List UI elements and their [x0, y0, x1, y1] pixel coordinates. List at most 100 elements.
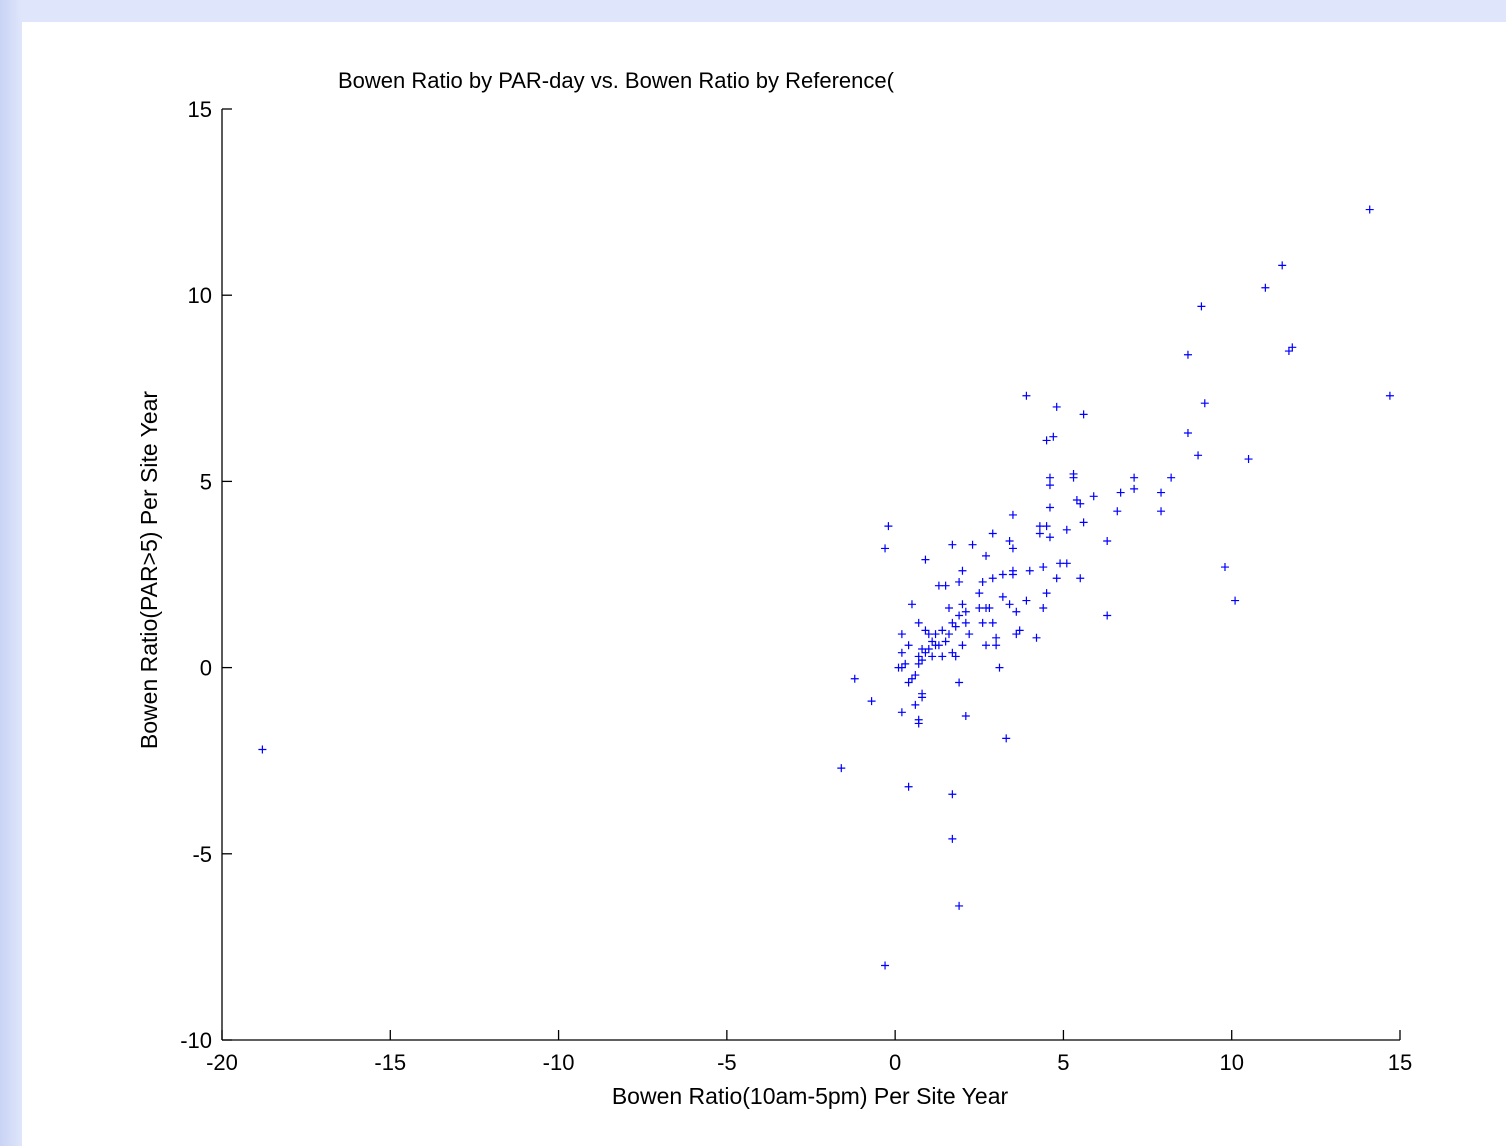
data-point-marker: [992, 641, 1001, 650]
data-point-marker: [944, 630, 953, 639]
data-point-marker: [911, 671, 920, 680]
x-tick-label: -5: [717, 1050, 737, 1075]
data-point-marker: [918, 693, 927, 702]
data-point-marker: [1194, 451, 1203, 460]
y-tick-label: 15: [188, 97, 212, 122]
y-tick-label: 0: [200, 656, 212, 681]
data-point-marker: [958, 600, 967, 609]
data-point-marker: [850, 674, 859, 683]
data-point-marker: [1072, 496, 1081, 505]
x-tick-label: 5: [1057, 1050, 1069, 1075]
data-point-marker: [1200, 399, 1209, 408]
data-point-marker: [904, 678, 913, 687]
data-point-marker: [1008, 510, 1017, 519]
x-axis-ticks: -20 -15 -10 -5 0 5 10 15: [206, 1030, 1412, 1075]
data-point-marker: [1113, 507, 1122, 516]
data-point-marker: [948, 834, 957, 843]
data-point-marker: [948, 618, 957, 627]
data-point-marker: [1385, 391, 1394, 400]
data-point-marker: [884, 522, 893, 531]
data-point-marker: [992, 633, 1001, 642]
data-point-marker: [1052, 574, 1061, 583]
data-point-marker: [1005, 600, 1014, 609]
x-tick-label: 10: [1219, 1050, 1243, 1075]
data-point-marker: [907, 674, 916, 683]
data-point-marker: [897, 708, 906, 717]
data-point-marker: [1130, 473, 1139, 482]
data-point-marker: [1069, 473, 1078, 482]
data-point-marker: [988, 529, 997, 538]
data-point-marker: [928, 637, 937, 646]
y-tick-label: 10: [188, 283, 212, 308]
data-point-marker: [924, 644, 933, 653]
data-point-marker: [1045, 533, 1054, 542]
data-point-marker: [867, 697, 876, 706]
data-point-marker: [988, 618, 997, 627]
data-point-marker: [837, 764, 846, 773]
data-point-marker: [1022, 391, 1031, 400]
data-point-marker: [1183, 350, 1192, 359]
data-point-marker: [904, 641, 913, 650]
data-point-marker: [934, 581, 943, 590]
data-point-marker: [1116, 488, 1125, 497]
data-point-marker: [1103, 536, 1112, 545]
data-point-marker: [998, 570, 1007, 579]
data-point-marker: [1089, 492, 1098, 501]
data-point-marker: [941, 581, 950, 590]
data-point-marker: [975, 604, 984, 613]
data-point-marker: [955, 611, 964, 620]
data-point-marker: [1130, 484, 1139, 493]
data-point-marker: [914, 618, 923, 627]
data-point-marker: [918, 644, 927, 653]
data-point-marker: [961, 607, 970, 616]
data-point-marker: [941, 637, 950, 646]
data-point-marker: [1062, 525, 1071, 534]
data-point-marker: [955, 901, 964, 910]
data-point-marker: [1231, 596, 1240, 605]
data-point-marker: [897, 648, 906, 657]
data-point-marker: [961, 712, 970, 721]
data-point-marker: [1012, 630, 1021, 639]
data-point-marker: [928, 652, 937, 661]
data-point-marker: [1183, 428, 1192, 437]
data-point-marker: [1288, 343, 1297, 352]
data-point-marker: [1039, 563, 1048, 572]
chart-title: Bowen Ratio by PAR-day vs. Bowen Ratio b…: [338, 68, 895, 93]
data-point-marker: [1076, 499, 1085, 508]
data-point-marker: [931, 630, 940, 639]
x-tick-label: -10: [543, 1050, 575, 1075]
plot-axes: [221, 109, 1400, 1041]
data-point-marker: [1103, 611, 1112, 620]
data-point-marker: [907, 600, 916, 609]
data-point-marker: [998, 592, 1007, 601]
data-point-marker: [955, 678, 964, 687]
data-point-marker: [1005, 536, 1014, 545]
y-tick-label: 5: [200, 469, 212, 494]
data-point-marker: [951, 652, 960, 661]
y-axis-ticks: -10 -5 0 5 10 15: [180, 97, 232, 1053]
data-point-marker: [1056, 559, 1065, 568]
data-point-marker: [985, 604, 994, 613]
data-point-marker: [1079, 410, 1088, 419]
data-point-marker: [1197, 302, 1206, 311]
x-tick-label: 15: [1388, 1050, 1412, 1075]
data-point-marker: [1042, 589, 1051, 598]
data-point-marker: [961, 618, 970, 627]
data-point-marker: [1052, 402, 1061, 411]
data-point-marker: [1278, 261, 1287, 270]
data-point-marker: [938, 652, 947, 661]
data-point-marker: [978, 577, 987, 586]
x-tick-label: 0: [889, 1050, 901, 1075]
data-point-marker: [1039, 604, 1048, 613]
data-point-marker: [911, 700, 920, 709]
y-tick-label: -10: [180, 1028, 212, 1053]
data-point-marker: [894, 663, 903, 672]
data-point-marker: [982, 551, 991, 560]
data-point-marker: [955, 577, 964, 586]
data-point-marker: [948, 648, 957, 657]
data-point-marker: [1008, 570, 1017, 579]
data-point-marker: [1025, 566, 1034, 575]
data-point-marker: [978, 618, 987, 627]
data-point-marker: [1008, 544, 1017, 553]
